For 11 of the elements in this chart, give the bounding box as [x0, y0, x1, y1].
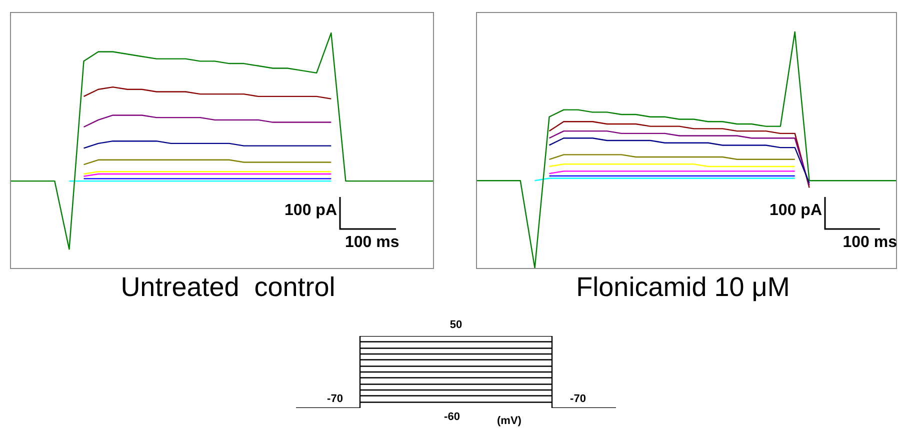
annotation: 100 pA	[284, 202, 337, 219]
text: (mV)	[497, 415, 522, 427]
annotation: 100 ms	[842, 234, 897, 251]
text: 50	[450, 319, 462, 331]
annotation: 100 pA	[770, 202, 822, 219]
annotation: -70	[327, 393, 343, 405]
text: Flonicamid 10 μM	[576, 272, 790, 303]
text: -60	[444, 411, 460, 423]
annotation: 100 ms	[345, 234, 400, 251]
text: Untreated control	[120, 272, 336, 303]
annotation: -70	[570, 393, 586, 405]
